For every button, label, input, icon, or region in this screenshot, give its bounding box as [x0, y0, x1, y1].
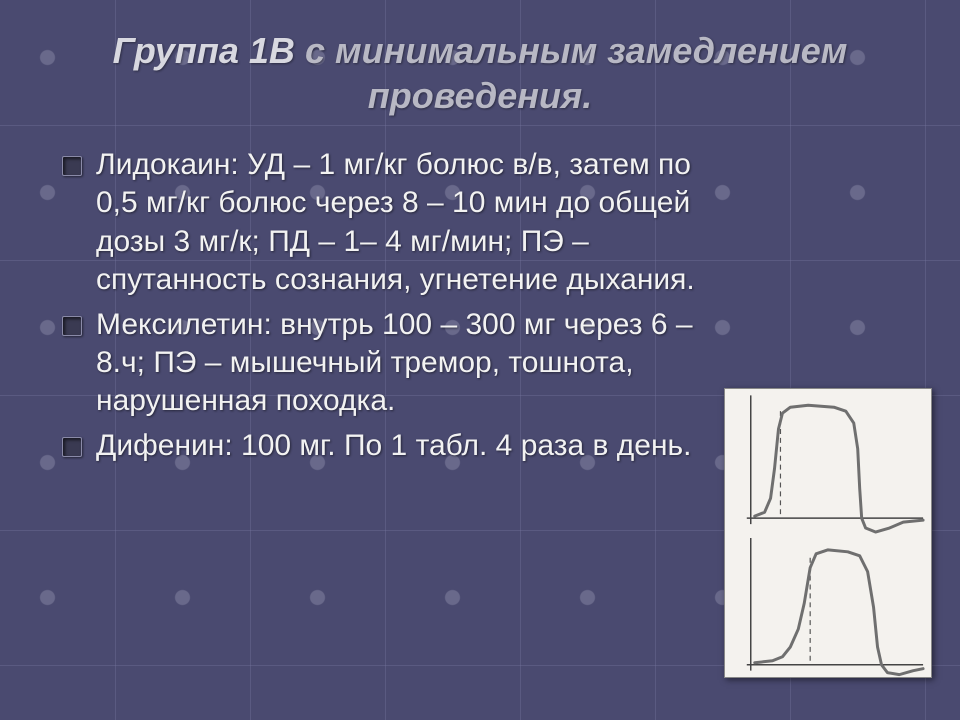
slide-title: Группа 1В с минимальным замедлением пров…: [48, 28, 912, 118]
title-rest: с минимальным замедлением проведения.: [295, 30, 847, 116]
action-potential-figure: [724, 388, 932, 678]
figure-svg: [725, 389, 931, 677]
list-item: Лидокаин: УД – 1 мг/кг болюс в/в, затем …: [66, 146, 706, 300]
title-emphasis: Группа 1В: [113, 30, 295, 71]
list-item: Мексилетин: внутрь 100 – 300 мг через 6 …: [66, 306, 706, 421]
slide: Группа 1В с минимальным замедлением пров…: [0, 0, 960, 720]
list-item: Дифенин: 100 мг. По 1 табл. 4 раза в ден…: [66, 427, 706, 465]
